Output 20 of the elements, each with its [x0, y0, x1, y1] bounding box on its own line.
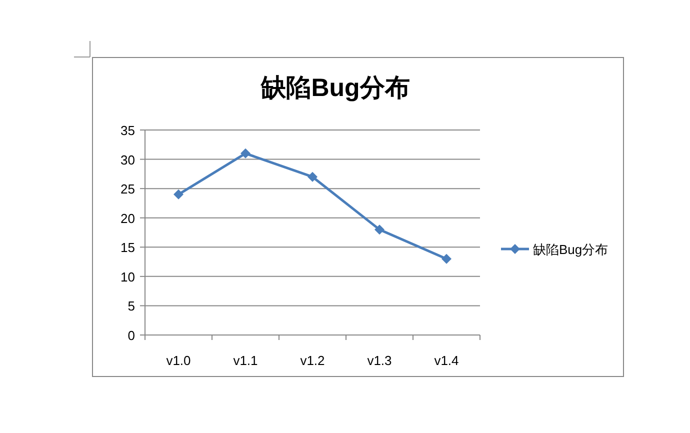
point: [374, 224, 384, 235]
y-tick-label: 30: [120, 152, 135, 168]
x-tick-label: v1.1: [233, 353, 258, 368]
y-tick-label: 25: [120, 182, 135, 197]
x-tick-label: v1.2: [300, 353, 325, 368]
point: [174, 189, 184, 200]
point: [442, 254, 452, 264]
y-tick-label: 20: [120, 210, 135, 226]
y-tick-label: 35: [120, 123, 135, 138]
chart-title: 缺陷Bug分布: [260, 74, 410, 102]
y-tick-label: 15: [120, 240, 135, 256]
y-tick-label: 5: [128, 298, 135, 314]
point: [240, 148, 250, 158]
legend-label: 缺陷Bug分布: [533, 242, 608, 257]
y-tick-label: 0: [128, 328, 135, 343]
y-tick-label: 10: [120, 269, 135, 284]
x-tick-label: v1.3: [367, 353, 392, 368]
point: [308, 172, 318, 182]
x-tick-label: v1.4: [434, 353, 459, 368]
x-tick-label: v1.0: [166, 353, 191, 368]
